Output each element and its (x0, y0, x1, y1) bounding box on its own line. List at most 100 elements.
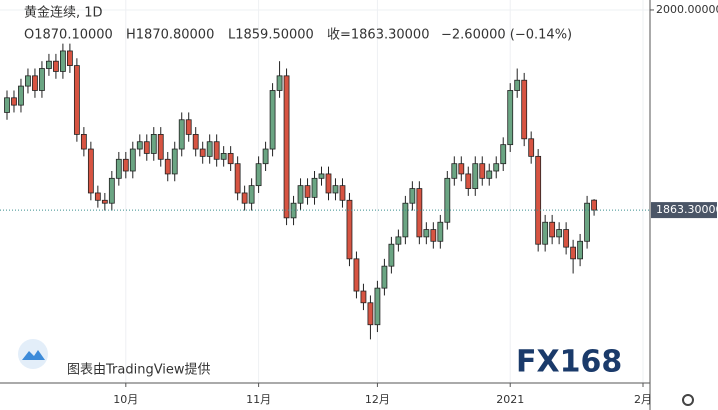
candle-body (584, 202, 590, 242)
candle-body (528, 138, 535, 157)
candle-body (213, 141, 220, 160)
candle-body (80, 134, 87, 150)
x-tick-label: 2月 (634, 393, 652, 406)
candle-body (332, 185, 339, 194)
candle-body (262, 148, 269, 165)
candle-body (206, 141, 213, 157)
x-tick-label: 10月 (113, 393, 138, 406)
candle-body (255, 163, 262, 187)
candle-body (367, 302, 374, 326)
last-price-box (651, 202, 717, 219)
candle-body (87, 148, 94, 194)
candle-body (381, 265, 388, 289)
candle-body (241, 192, 248, 204)
candle-body (199, 148, 206, 157)
logo: FX168 (516, 345, 622, 380)
candle-body (46, 60, 52, 69)
change-text: −2.60000 (−0.14%) (441, 28, 572, 43)
candle-body (73, 65, 80, 135)
candle-body (577, 240, 584, 260)
candle-body (591, 199, 597, 211)
candle-body (360, 290, 367, 304)
candle-body (185, 119, 192, 135)
watermark-icon (18, 339, 48, 369)
y-tick-label: 2000.00000 (656, 3, 718, 16)
candle-body (318, 173, 325, 179)
candle-body (430, 229, 437, 242)
settings-icon[interactable] (682, 394, 694, 406)
candle-body (129, 148, 136, 172)
symbol: 黄金连续, 1D (24, 5, 103, 21)
candle-body (122, 158, 129, 172)
candle-body (570, 246, 577, 260)
low-text: L1859.50000 (228, 28, 314, 43)
candle-body (423, 229, 430, 238)
candle-body (444, 177, 451, 223)
candle-body (234, 163, 241, 194)
candle-body (549, 221, 556, 238)
candle-body (11, 97, 17, 106)
candle-body (66, 50, 73, 66)
candle-body (353, 258, 360, 292)
candle-body (479, 163, 486, 179)
candle-body (283, 75, 290, 219)
candle-body (150, 134, 157, 154)
candle-body (437, 221, 444, 242)
candle-body (409, 188, 416, 204)
last-price-label: 1863.30000 (656, 203, 718, 216)
candle-body (171, 148, 178, 175)
candle-body (514, 79, 521, 91)
candle-body (101, 199, 108, 204)
candle-body (563, 229, 570, 248)
candle-body (535, 155, 542, 245)
candle-body (402, 202, 409, 238)
open-text: O1870.10000 (24, 28, 113, 43)
candle-body (297, 185, 304, 204)
candle-body (472, 163, 479, 189)
candle-body (39, 68, 45, 91)
candle-body (276, 75, 283, 91)
candle-body (53, 60, 59, 72)
candle-body (458, 163, 465, 175)
candle-body (304, 185, 311, 198)
candle-body (108, 177, 115, 204)
candle-body (542, 221, 549, 245)
candle-body (192, 134, 199, 150)
candle-body (136, 141, 143, 150)
candle-body (521, 79, 528, 140)
candle-body (178, 119, 185, 150)
x-tick-label: 12月 (365, 393, 390, 406)
x-tick-label: 2021 (496, 393, 524, 406)
candle-body (339, 185, 346, 201)
close-text: 收=1863.30000 (327, 28, 429, 43)
candle-body (269, 90, 276, 150)
plot (0, 0, 650, 383)
candle-body (500, 144, 507, 165)
candle-body (346, 199, 353, 260)
candle-body (248, 185, 255, 204)
candle-body (60, 50, 66, 72)
watermark: 图表由TradingView提供 (67, 362, 211, 378)
candle-body (164, 158, 171, 175)
candle-body (32, 75, 38, 91)
header: 黄金连续, 1D O1870.10000 H1870.80000 L1859.5… (24, 5, 572, 43)
candle-body (486, 170, 493, 179)
candle-body (311, 177, 318, 198)
candle-body (325, 173, 332, 194)
candle-body (94, 192, 101, 201)
candle-body (388, 243, 395, 267)
candle-body (25, 75, 31, 87)
candle-body (556, 229, 563, 238)
high-text: H1870.80000 (126, 28, 214, 43)
x-tick-label: 11月 (246, 393, 271, 406)
candle-body (493, 163, 500, 172)
candle-body (465, 173, 472, 189)
candle-body (143, 141, 150, 154)
candle-body (18, 85, 24, 106)
candle-body (115, 158, 122, 179)
candle-body (451, 163, 458, 179)
candle-body (220, 153, 227, 160)
candle-body (227, 153, 234, 165)
candle-body (416, 188, 423, 238)
